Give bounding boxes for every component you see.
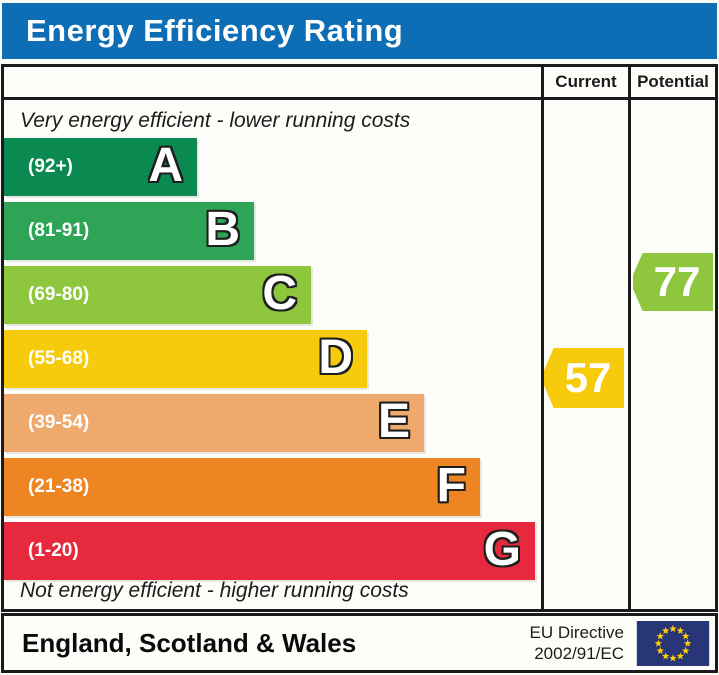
- column-header-potential: Potential: [628, 67, 715, 100]
- region-label: England, Scotland & Wales: [22, 627, 357, 658]
- band-letter: D: [318, 331, 353, 385]
- potential-rating-pointer: 77: [633, 253, 713, 311]
- rating-bands: (92+) A (81-91) B (69-80) C (55-68) D (39-54) E (2…: [4, 138, 541, 586]
- eu-directive-label: EU Directive 2002/91/EC: [530, 622, 624, 665]
- page-title: Energy Efficiency Rating: [26, 13, 404, 48]
- eu-directive-line1: EU Directive: [529, 622, 624, 642]
- page-title-bar: Energy Efficiency Rating: [2, 3, 717, 59]
- band-b: (81-91) B: [4, 202, 254, 260]
- band-range-label: (39-54): [28, 412, 90, 433]
- current-column: 57: [541, 100, 628, 609]
- eu-directive-line2: 2002/91/EC: [534, 644, 624, 663]
- band-range-label: (81-91): [28, 220, 90, 241]
- band-range-label: (69-80): [28, 284, 90, 305]
- eu-flag-icon: [636, 620, 710, 666]
- band-range-label: (92+): [28, 156, 73, 177]
- band-letter: G: [483, 523, 521, 577]
- bands-area: Very energy efficient - lower running co…: [4, 100, 541, 609]
- potential-column: 77: [628, 100, 715, 609]
- band-letter: C: [262, 267, 297, 321]
- column-header-current: Current: [541, 67, 628, 100]
- band-letter: B: [205, 203, 240, 257]
- top-note: Very energy efficient - lower running co…: [20, 109, 411, 132]
- band-letter: F: [436, 459, 466, 513]
- current-rating-value: 57: [564, 354, 612, 401]
- current-rating-pointer: 57: [544, 348, 624, 408]
- band-letter: E: [377, 395, 410, 449]
- band-c: (69-80) C: [4, 266, 311, 324]
- footer-bar: England, Scotland & Wales EU Directive 2…: [1, 613, 718, 673]
- band-range-label: (1-20): [28, 540, 79, 561]
- band-range-label: (21-38): [28, 476, 90, 497]
- table-corner-cell: [4, 67, 541, 100]
- band-f: (21-38) F: [4, 458, 480, 516]
- band-d: (55-68) D: [4, 330, 367, 388]
- band-letter: A: [148, 139, 183, 193]
- band-a: (92+) A: [4, 138, 197, 196]
- band-g: (1-20) G: [4, 522, 535, 580]
- potential-rating-value: 77: [653, 258, 701, 305]
- rating-table: Current Potential Very energy efficient …: [1, 64, 718, 612]
- band-e: (39-54) E: [4, 394, 424, 452]
- band-range-label: (55-68): [28, 348, 90, 369]
- bottom-note: Not energy efficient - higher running co…: [20, 579, 409, 602]
